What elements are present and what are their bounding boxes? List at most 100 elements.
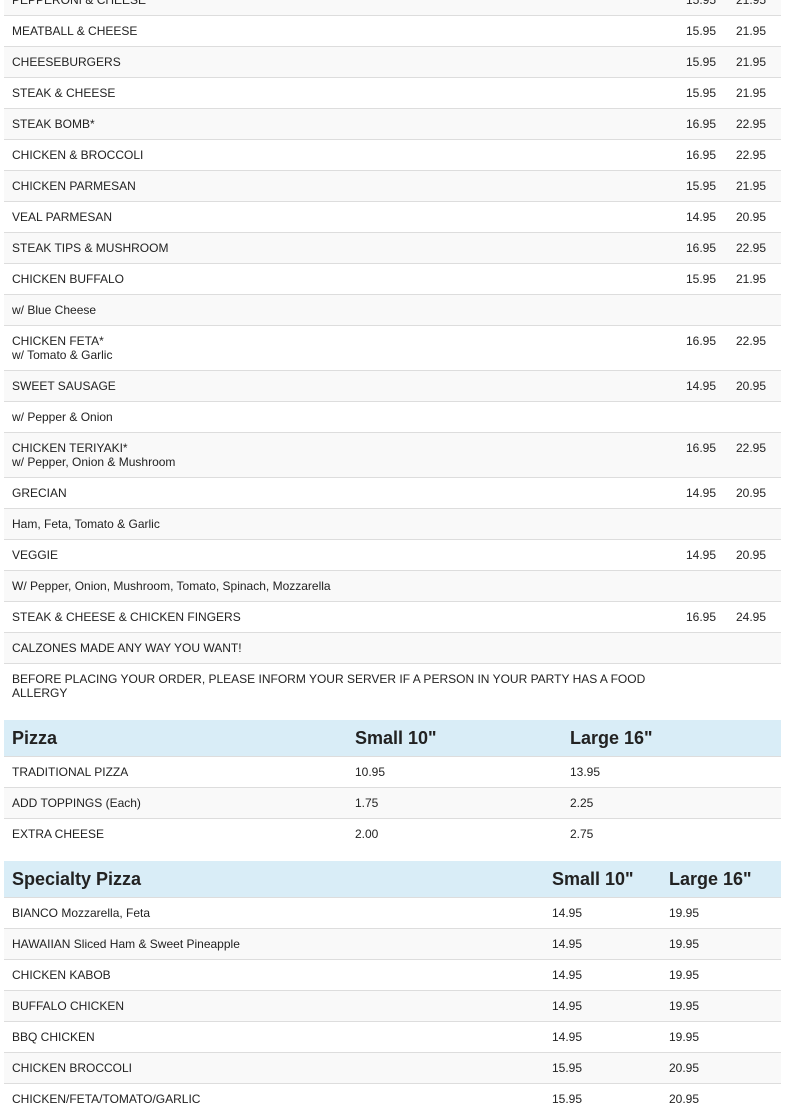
- item-name: CHICKEN TERIYAKI*: [12, 441, 128, 455]
- header-cell: Small 10": [347, 720, 562, 757]
- small-price: 14.95: [544, 1022, 661, 1053]
- large-price: [716, 633, 766, 664]
- spacer-cell: [766, 371, 781, 402]
- menu-row: Ham, Feta, Tomato & Garlic: [4, 509, 781, 540]
- small-price: 16.95: [666, 233, 716, 264]
- item-name: CHICKEN/FETA/TOMATO/GARLIC: [4, 1084, 544, 1114]
- large-price: 20.95: [661, 1053, 781, 1084]
- spacer-cell: [766, 78, 781, 109]
- item-cell: W/ Pepper, Onion, Mushroom, Tomato, Spin…: [4, 571, 666, 602]
- large-price: 22.95: [716, 140, 766, 171]
- large-price: 2.75: [562, 819, 781, 850]
- item-cell: w/ Pepper & Onion: [4, 402, 666, 433]
- item-name: SWEET SAUSAGE: [12, 379, 116, 393]
- small-price: 16.95: [666, 140, 716, 171]
- item-cell: CHICKEN FETA*w/ Tomato & Garlic: [4, 326, 666, 371]
- spacer-cell: [766, 233, 781, 264]
- item-note: w/ Pepper, Onion & Mushroom: [12, 455, 666, 469]
- item-cell: PEPPERONI & CHEESE: [4, 0, 666, 16]
- small-price: [666, 664, 716, 709]
- large-price: 22.95: [716, 326, 766, 371]
- large-price: 2.25: [562, 788, 781, 819]
- header-cell: Pizza: [4, 720, 347, 757]
- spacer-cell: [766, 509, 781, 540]
- item-name: CALZONES MADE ANY WAY YOU WANT!: [12, 641, 242, 655]
- item-cell: w/ Blue Cheese: [4, 295, 666, 326]
- item-cell: SWEET SAUSAGE: [4, 371, 666, 402]
- item-cell: Ham, Feta, Tomato & Garlic: [4, 509, 666, 540]
- item-name: GRECIAN: [12, 486, 67, 500]
- small-price: 15.95: [544, 1053, 661, 1084]
- item-name: PEPPERONI & CHEESE: [12, 0, 146, 7]
- large-price: 21.95: [716, 171, 766, 202]
- small-price: 14.95: [666, 478, 716, 509]
- item-name: CHICKEN & BROCCOLI: [12, 148, 143, 162]
- large-price: 13.95: [562, 757, 781, 788]
- spacer-cell: [766, 571, 781, 602]
- small-price: 14.95: [544, 960, 661, 991]
- item-cell: CHICKEN PARMESAN: [4, 171, 666, 202]
- small-price: [666, 295, 716, 326]
- small-price: 15.95: [666, 264, 716, 295]
- spacer-cell: [766, 633, 781, 664]
- item-cell: MEATBALL & CHEESE: [4, 16, 666, 47]
- small-price: 15.95: [544, 1084, 661, 1114]
- item-name: Ham, Feta, Tomato & Garlic: [12, 517, 160, 531]
- item-cell: CHICKEN & BROCCOLI: [4, 140, 666, 171]
- item-name: CHICKEN KABOB: [4, 960, 544, 991]
- small-price: 2.00: [347, 819, 562, 850]
- spacer-cell: [766, 47, 781, 78]
- spacer-cell: [766, 295, 781, 326]
- small-price: 16.95: [666, 433, 716, 478]
- large-price: 21.95: [716, 0, 766, 16]
- item-name: BUFFALO CHICKEN: [4, 991, 544, 1022]
- large-price: 19.95: [661, 960, 781, 991]
- large-price: 21.95: [716, 78, 766, 109]
- header-cell: Large 16": [661, 861, 781, 898]
- item-name: VEAL PARMESAN: [12, 210, 112, 224]
- spacer-cell: [766, 326, 781, 371]
- small-price: 15.95: [666, 16, 716, 47]
- item-cell: CALZONES MADE ANY WAY YOU WANT!: [4, 633, 666, 664]
- large-price: 22.95: [716, 433, 766, 478]
- item-cell: STEAK BOMB*: [4, 109, 666, 140]
- spacer-cell: [766, 264, 781, 295]
- item-name: CHICKEN BUFFALO: [12, 272, 124, 286]
- small-price: 14.95: [544, 929, 661, 960]
- spacer-cell: [766, 433, 781, 478]
- small-price: [666, 571, 716, 602]
- large-price: 21.95: [716, 16, 766, 47]
- small-price: 14.95: [666, 202, 716, 233]
- spacer-cell: [766, 0, 781, 16]
- item-name: CHICKEN BROCCOLI: [4, 1053, 544, 1084]
- spacer-cell: [766, 540, 781, 571]
- large-price: 19.95: [661, 898, 781, 929]
- item-cell: CHICKEN BUFFALO: [4, 264, 666, 295]
- large-price: 22.95: [716, 233, 766, 264]
- small-price: 16.95: [666, 109, 716, 140]
- large-price: 22.95: [716, 109, 766, 140]
- item-name: w/ Pepper & Onion: [12, 410, 113, 424]
- large-price: 20.95: [661, 1084, 781, 1114]
- item-cell: VEAL PARMESAN: [4, 202, 666, 233]
- item-cell: GRECIAN: [4, 478, 666, 509]
- small-price: 1.75: [347, 788, 562, 819]
- small-price: 14.95: [666, 371, 716, 402]
- item-name: ADD TOPPINGS (Each): [4, 788, 347, 819]
- small-price: 15.95: [666, 47, 716, 78]
- spacer-cell: [766, 140, 781, 171]
- item-name: CHICKEN PARMESAN: [12, 179, 136, 193]
